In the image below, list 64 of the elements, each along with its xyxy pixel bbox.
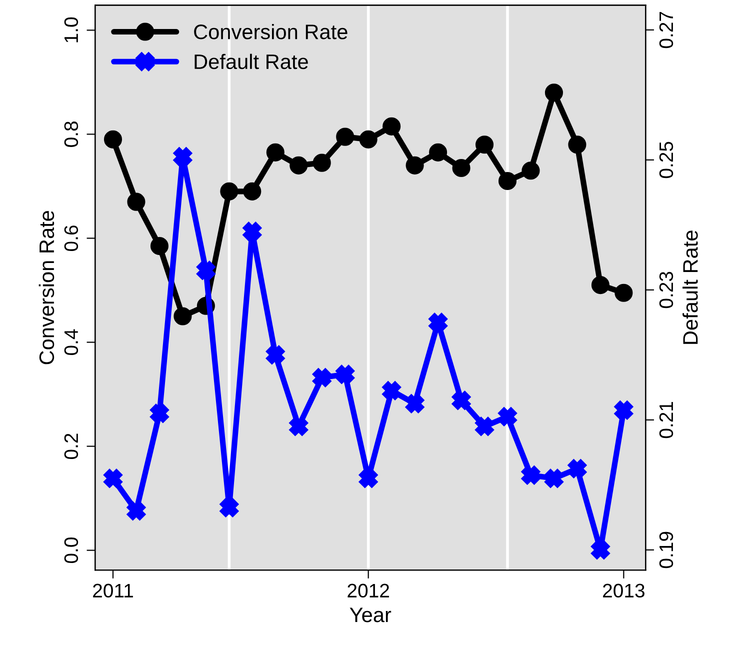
point (359, 130, 378, 148)
point (568, 136, 586, 154)
point (522, 162, 540, 180)
point (382, 117, 401, 136)
legend-label: Default Rate (194, 54, 308, 70)
y-tick-label: 0.2 (64, 434, 78, 460)
y2-tick-label: 0.25 (659, 142, 674, 178)
point (127, 502, 146, 520)
point (266, 346, 284, 364)
point (429, 313, 448, 332)
point (406, 394, 424, 413)
point (220, 498, 238, 517)
point (522, 466, 540, 484)
point (475, 136, 494, 154)
point (614, 401, 633, 420)
point (382, 382, 401, 400)
point (312, 368, 331, 387)
x-axis-title: Year (350, 608, 392, 622)
point (174, 148, 192, 166)
point (452, 391, 470, 410)
point (266, 143, 284, 162)
point (359, 469, 378, 488)
point (104, 469, 122, 488)
point (150, 404, 168, 422)
y-tick-label: 0.0 (64, 538, 78, 564)
point (591, 276, 610, 294)
y2-tick-label: 0.21 (659, 402, 674, 438)
x-tick-label: 2012 (348, 584, 389, 598)
point (498, 408, 517, 426)
point (429, 143, 448, 162)
point (498, 172, 517, 190)
point (544, 469, 563, 488)
point (220, 182, 238, 200)
point (336, 128, 354, 146)
point (452, 158, 470, 178)
point (243, 182, 262, 200)
point (568, 460, 586, 478)
y2-tick-label: 0.19 (659, 532, 674, 568)
point (336, 365, 354, 384)
y2-axis-title: Default Rate (682, 230, 698, 344)
point (174, 307, 192, 326)
point (544, 84, 563, 102)
point (104, 130, 122, 148)
y-tick-label: 0.6 (64, 226, 78, 251)
point (614, 284, 633, 302)
x-tick-label: 2013 (603, 584, 644, 598)
point (312, 154, 331, 172)
y2-tick-label: 0.27 (659, 12, 674, 48)
point (591, 540, 610, 559)
point (127, 192, 146, 211)
legend-label: Conversion Rate (194, 24, 348, 40)
point (290, 156, 308, 174)
point (196, 261, 215, 280)
y-axis-title: Conversion Rate (38, 210, 54, 364)
y-tick-label: 0.8 (64, 122, 78, 147)
point (290, 417, 308, 436)
y2-tick-label: 0.23 (659, 272, 674, 308)
point (150, 237, 168, 256)
y-tick-label: 0.4 (64, 329, 78, 356)
x-tick-label: 2011 (93, 584, 133, 598)
point (406, 156, 424, 174)
y-tick-label: 1.0 (64, 17, 78, 42)
point (475, 417, 494, 436)
point (243, 222, 262, 240)
